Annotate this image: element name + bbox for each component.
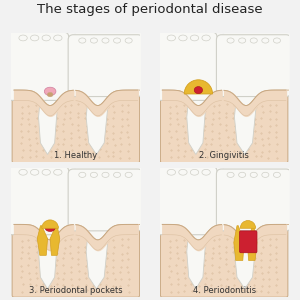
- Ellipse shape: [54, 35, 62, 41]
- Ellipse shape: [42, 169, 50, 175]
- Text: 3. Periodontal pockets: 3. Periodontal pockets: [29, 286, 123, 295]
- Ellipse shape: [202, 35, 210, 41]
- FancyBboxPatch shape: [160, 84, 288, 163]
- FancyBboxPatch shape: [12, 219, 140, 297]
- Polygon shape: [187, 92, 207, 154]
- FancyBboxPatch shape: [240, 231, 257, 253]
- Ellipse shape: [31, 169, 39, 175]
- Ellipse shape: [179, 169, 187, 175]
- Ellipse shape: [102, 172, 109, 177]
- FancyBboxPatch shape: [68, 169, 143, 231]
- Ellipse shape: [194, 87, 202, 94]
- Ellipse shape: [44, 87, 56, 96]
- FancyBboxPatch shape: [12, 84, 140, 163]
- Ellipse shape: [262, 172, 269, 177]
- Ellipse shape: [262, 38, 269, 43]
- FancyBboxPatch shape: [155, 32, 217, 100]
- FancyBboxPatch shape: [7, 32, 69, 100]
- Ellipse shape: [90, 172, 98, 177]
- Ellipse shape: [190, 35, 199, 41]
- Ellipse shape: [113, 172, 121, 177]
- Ellipse shape: [227, 38, 234, 43]
- Ellipse shape: [250, 38, 257, 43]
- Ellipse shape: [113, 38, 121, 43]
- FancyBboxPatch shape: [155, 167, 217, 235]
- Ellipse shape: [54, 169, 62, 175]
- Ellipse shape: [273, 38, 280, 43]
- Polygon shape: [50, 226, 60, 255]
- Polygon shape: [234, 226, 258, 289]
- Ellipse shape: [238, 172, 246, 177]
- Polygon shape: [38, 92, 59, 154]
- Polygon shape: [234, 92, 258, 154]
- Polygon shape: [187, 226, 207, 289]
- Polygon shape: [37, 226, 47, 255]
- Ellipse shape: [90, 38, 98, 43]
- Wedge shape: [240, 220, 256, 228]
- Ellipse shape: [167, 35, 176, 41]
- Ellipse shape: [250, 172, 257, 177]
- Ellipse shape: [19, 169, 27, 175]
- Text: 1. Healthy: 1. Healthy: [54, 151, 98, 160]
- FancyBboxPatch shape: [68, 35, 143, 97]
- Ellipse shape: [45, 224, 55, 232]
- Text: 4. Periodontitis: 4. Periodontitis: [193, 286, 256, 295]
- Polygon shape: [38, 226, 59, 289]
- Polygon shape: [86, 226, 109, 289]
- Wedge shape: [42, 220, 58, 228]
- Ellipse shape: [167, 169, 176, 175]
- Polygon shape: [234, 226, 244, 260]
- Ellipse shape: [190, 169, 199, 175]
- Polygon shape: [247, 226, 257, 260]
- Ellipse shape: [125, 38, 132, 43]
- Text: The stages of periodontal disease: The stages of periodontal disease: [37, 3, 263, 16]
- Ellipse shape: [47, 92, 53, 97]
- Ellipse shape: [79, 38, 86, 43]
- Text: 2. Gingivitis: 2. Gingivitis: [199, 151, 249, 160]
- Polygon shape: [86, 92, 109, 154]
- FancyBboxPatch shape: [160, 219, 288, 297]
- Ellipse shape: [179, 35, 187, 41]
- FancyBboxPatch shape: [216, 169, 291, 231]
- Ellipse shape: [42, 35, 50, 41]
- FancyBboxPatch shape: [7, 167, 69, 235]
- Wedge shape: [184, 80, 212, 94]
- Ellipse shape: [238, 38, 246, 43]
- FancyBboxPatch shape: [216, 35, 291, 97]
- Ellipse shape: [227, 172, 234, 177]
- Ellipse shape: [202, 169, 210, 175]
- Ellipse shape: [19, 35, 27, 41]
- Ellipse shape: [79, 172, 86, 177]
- Ellipse shape: [102, 38, 109, 43]
- Ellipse shape: [273, 172, 280, 177]
- Ellipse shape: [125, 172, 132, 177]
- Ellipse shape: [31, 35, 39, 41]
